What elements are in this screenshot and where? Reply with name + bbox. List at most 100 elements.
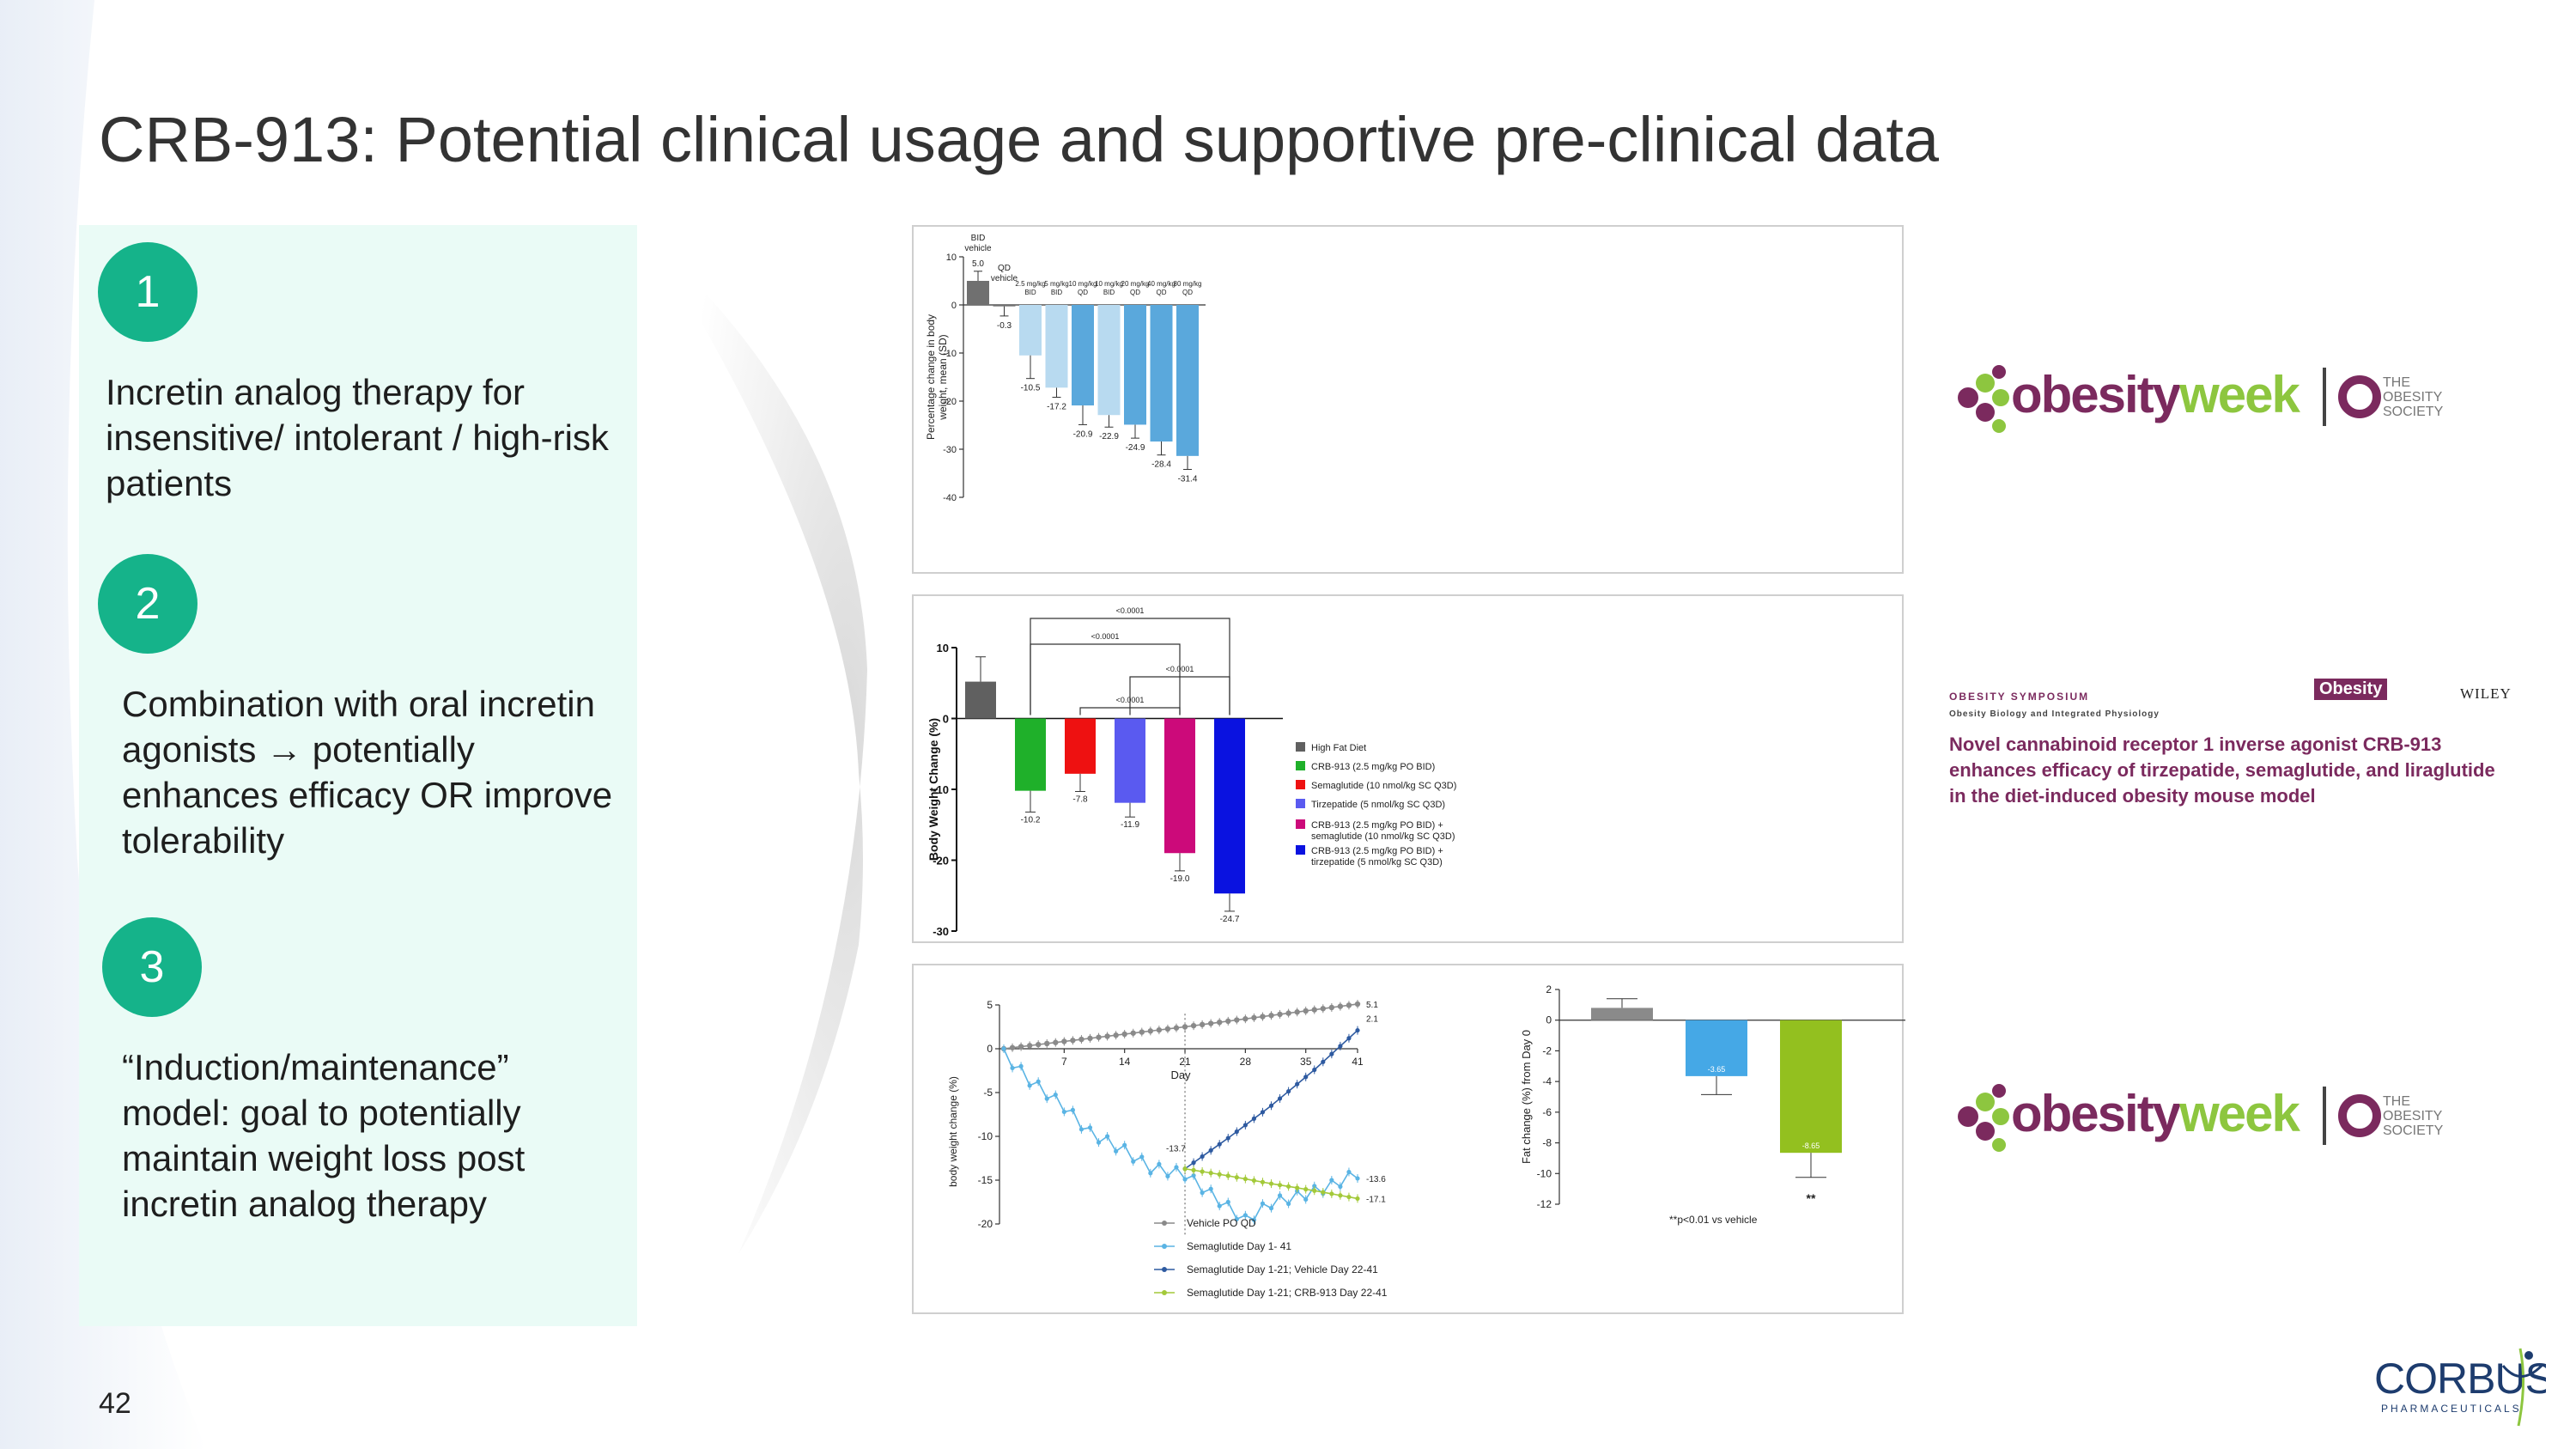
series-point-1 [1174,1165,1179,1170]
y-tick-label: -20 [978,1218,993,1230]
series-point-2 [1329,1051,1334,1056]
category-label: 2.5 mg/kg BID [1015,280,1045,296]
category-label-line: BID [1103,289,1115,296]
legend-swatch [1296,819,1305,829]
x-axis-label: Day [1170,1068,1191,1081]
y-tick-label: -10 [978,1130,993,1142]
data-label: -20.9 [1073,429,1093,439]
svg-text:THE: THE [2383,375,2410,390]
series-point-1 [1200,1190,1205,1196]
series-point-0 [1285,1010,1291,1016]
series-point-1 [1027,1083,1032,1088]
legend-swatch [1296,845,1305,855]
legend-marker [1162,1290,1167,1295]
bar-8 [1176,305,1199,456]
category-label-line: 80 mg/kg [1174,280,1202,288]
series-point-1 [1182,1177,1188,1182]
series-point-0 [1156,1026,1163,1033]
bar-3 [1045,305,1068,388]
series-end-label: -17.1 [1366,1195,1386,1204]
journal-badge: Obesity [2314,679,2388,700]
category-label-line: 20 mg/kg [1121,280,1150,288]
bar-1 [993,305,1016,307]
y-axis-label-line: Percentage change in body [925,314,937,440]
category-label-line: BID [1051,289,1063,296]
page-number: 42 [99,1387,131,1420]
svg-text:OBESITY: OBESITY [2383,390,2443,405]
bar-4 [1072,305,1094,406]
series-point-0 [1018,1044,1024,1050]
legend-label: Tirzepatide (5 nmol/kg SC Q3D) [1311,800,1445,810]
series-point-1 [1122,1142,1127,1148]
dose-response-chart: 10 0 -10 -20 -30 -40 Percentage change in body… [912,225,1904,574]
series-point-2 [1200,1154,1205,1160]
category-label: 20 mg/kg QD [1121,280,1150,296]
legend-label-line: Semaglutide (10 nmol/kg SC Q3D) [1311,781,1456,791]
corbus-wordmark: CORBUS [2374,1355,2546,1403]
series-point-2 [1338,1044,1343,1049]
series-point-1 [1286,1201,1291,1207]
series-point-1 [1087,1125,1093,1130]
slide-title: CRB-913: Potential clinical usage and su… [99,104,1940,175]
obesity-society-icon [2338,375,2381,418]
fat-y-tick-label: -10 [1537,1167,1552,1179]
series-end-label: 5.1 [1366,1001,1378,1010]
bar-2 [1019,305,1042,356]
series-point-1 [1191,1172,1196,1178]
y-axis-label-line: weight, mean (SD) [937,334,949,420]
x-tick-label: 28 [1240,1056,1252,1068]
series-point-3 [1346,1194,1352,1200]
category-label-line: vehicle [964,244,992,253]
svg-text:SOCIETY: SOCIETY [2383,1123,2444,1138]
series-point-2 [1242,1123,1248,1128]
combination-svg: 10 0 -10 -20 -30 Body Weight Change (%) -10.2 -… [927,606,1456,938]
p-value-label: <0.0001 [1116,696,1145,704]
series-point-0 [1337,1003,1344,1009]
annotation-label: -13.7 [1166,1145,1186,1154]
series-point-3 [1208,1171,1213,1176]
bar-6 [1124,305,1146,425]
y-tick-label: 0 [943,713,949,726]
series-point-0 [1087,1035,1093,1042]
series-point-2 [1355,1027,1360,1033]
series-point-1 [1217,1203,1222,1209]
series-point-1 [1225,1199,1230,1205]
data-label: 5.0 [972,259,984,269]
series-end-label: -13.6 [1366,1175,1386,1184]
category-label: BID vehicle [964,234,992,253]
series-point-0 [1260,1014,1266,1020]
series-point-0 [1182,1024,1188,1030]
fat-y-tick-label: -2 [1542,1044,1552,1056]
obesityweek-dna-icon [1958,365,2009,433]
series-point-2 [1217,1142,1222,1147]
category-label: QD vehicle [991,264,1018,283]
comparison-bracket [1079,707,1181,715]
y-axis-label: body weight change (%) [947,1076,959,1187]
p-value-label: <0.0001 [1166,665,1194,673]
point-3-text: “Induction/maintenance” model: goal to p… [122,1047,526,1224]
series-point-1 [1010,1065,1015,1071]
publisher-logo: WILEY [2460,685,2512,702]
series-point-1 [1303,1196,1309,1202]
bar-7 [1150,305,1173,442]
obesityweek-wordmark: obesityweek [2011,1085,2300,1142]
series-point-1 [1053,1092,1058,1098]
series-point-0 [1268,1013,1274,1019]
category-label-line: QD [1130,289,1140,296]
data-label: -19.0 [1170,874,1190,884]
series-point-3 [1303,1187,1309,1192]
legend-label: Semaglutide Day 1-21; CRB-913 Day 22-41 [1187,1287,1388,1299]
series-point-2 [1208,1148,1213,1153]
y-tick-label: -10 [943,349,957,359]
obesityweek-logo-1: obesityweek THE OBESITY SOCIETY [1958,365,2444,433]
series-point-3 [1268,1181,1274,1186]
legend-marker [1162,1221,1167,1226]
series-point-0 [1009,1044,1016,1050]
series-point-1 [1277,1193,1283,1198]
legend-label: High Fat Diet [1311,743,1366,753]
legend-label: Semaglutide Day 1- 41 [1187,1240,1291,1252]
series-point-0 [1251,1014,1257,1021]
series-point-0 [1139,1029,1145,1035]
corbus-subtitle: PHARMACEUTICALS [2381,1403,2522,1415]
